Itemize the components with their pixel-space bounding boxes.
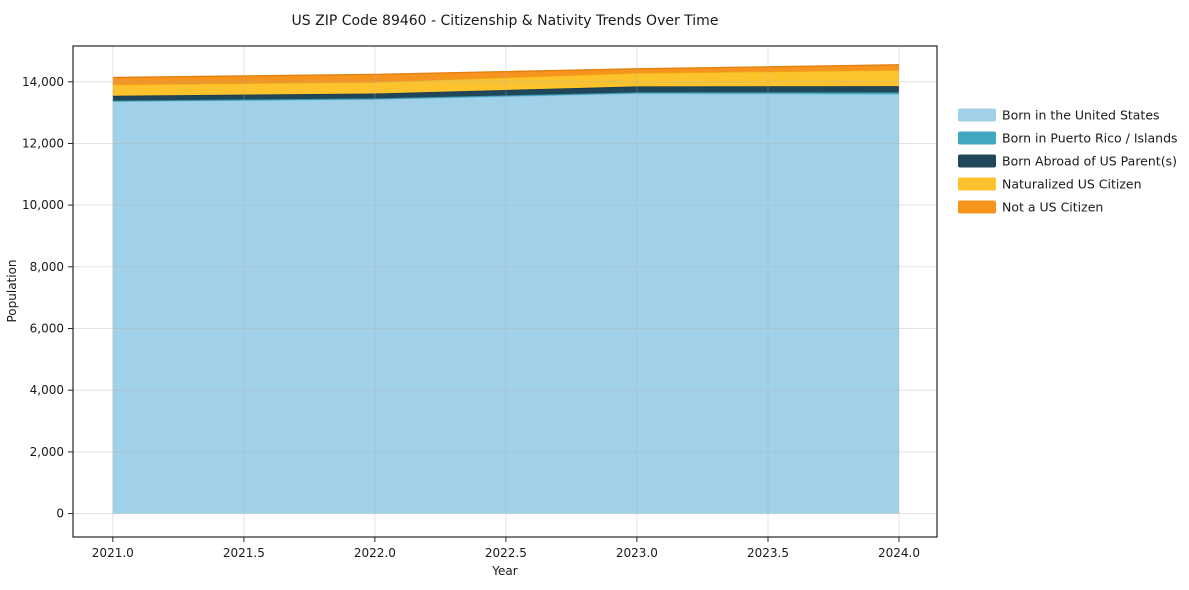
- legend-swatch: [958, 200, 996, 214]
- x-tick-label: 2022.5: [485, 546, 527, 560]
- y-tick-label: 10,000: [22, 198, 64, 212]
- x-tick-labels: 2021.0 2021.5 2022.0 2022.5 2023.0 2023.5 2024…: [92, 546, 920, 560]
- legend-swatch: [958, 177, 996, 191]
- gridlines: [73, 46, 937, 537]
- area-series-4: [112, 64, 900, 85]
- y-tick-label: 4,000: [30, 383, 64, 397]
- y-tick-label: 12,000: [22, 137, 64, 151]
- x-tick-label: 2022.0: [354, 546, 396, 560]
- legend-label: Not a US Citizen: [1002, 200, 1103, 215]
- chart-title: US ZIP Code 89460 - Citizenship & Nativi…: [292, 13, 719, 29]
- y-tick-label: 2,000: [30, 445, 64, 459]
- x-tick-label: 2021.5: [223, 546, 265, 560]
- x-tick-label: 2024.0: [878, 546, 920, 560]
- legend-swatch: [958, 108, 996, 122]
- legend-item: Born Abroad of US Parent(s): [958, 154, 1177, 169]
- x-tick-label: 2023.5: [747, 546, 789, 560]
- legend-label: Naturalized US Citizen: [1002, 177, 1142, 192]
- x-tick-label: 2021.0: [92, 546, 134, 560]
- y-tick-label: 0: [56, 507, 64, 521]
- axes: [68, 45, 938, 542]
- area-series-2: [112, 86, 900, 101]
- area-series-0: [112, 93, 900, 514]
- x-axis-label: Year: [491, 564, 517, 578]
- legend-item: Born in the United States: [958, 108, 1160, 123]
- legend-item: Born in Puerto Rico / Islands: [958, 131, 1178, 146]
- legend: Born in the United States Born in Puerto …: [958, 108, 1178, 215]
- legend-label: Born in the United States: [1002, 108, 1160, 123]
- stacked-areas: [112, 64, 900, 514]
- y-tick-labels: 0 2,000 4,000 6,000 8,000 10,000 12,000 14,000: [22, 75, 64, 521]
- legend-swatch: [958, 154, 996, 168]
- legend-swatch: [958, 131, 996, 145]
- y-tick-label: 8,000: [30, 260, 64, 274]
- y-axis-label: Population: [5, 259, 19, 322]
- x-tick-label: 2023.0: [616, 546, 658, 560]
- area-edge-4: [112, 64, 900, 79]
- legend-item: Not a US Citizen: [958, 200, 1103, 215]
- y-tick-label: 6,000: [30, 322, 64, 336]
- legend-label: Born in Puerto Rico / Islands: [1002, 131, 1178, 146]
- area-series-3: [112, 70, 900, 96]
- y-tick-label: 14,000: [22, 75, 64, 89]
- plot-border: [72, 45, 938, 538]
- legend-item: Naturalized US Citizen: [958, 177, 1142, 192]
- legend-label: Born Abroad of US Parent(s): [1002, 154, 1177, 169]
